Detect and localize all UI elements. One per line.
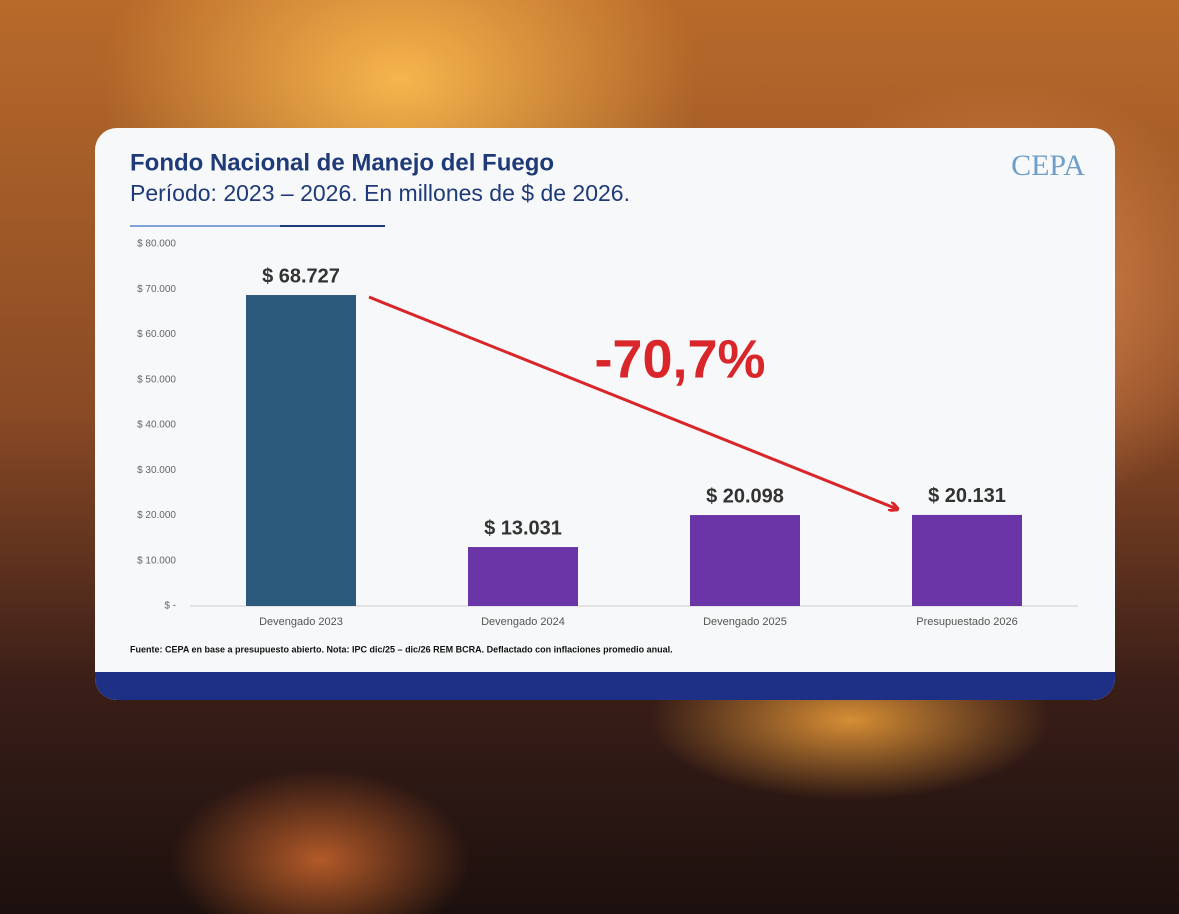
y-tick-label: $ 40.000 [137,420,176,431]
value-label: $ 20.131 [928,485,1006,507]
x-tick-label: Presupuestado 2026 [916,616,1018,628]
y-tick-label: $ 30.000 [137,465,176,476]
x-tick-label: Devengado 2024 [481,616,565,628]
value-label: $ 68.727 [262,265,340,287]
x-tick-label: Devengado 2023 [259,616,343,628]
y-tick-label: $ 60.000 [137,329,176,340]
bar [246,295,356,606]
annotation: -70,7% [594,329,765,389]
chart-subtitle: Período: 2023 – 2026. En millones de $ d… [130,180,630,206]
y-tick-label: $ - [164,601,176,612]
bar [690,515,800,606]
x-tick-label: Devengado 2025 [703,616,787,628]
chart-title: Fondo Nacional de Manejo del Fuego [130,149,554,176]
logo: CEPA [1011,149,1085,182]
footer-band [95,672,1115,700]
bar [912,514,1022,606]
y-tick-label: $ 50.000 [137,374,176,385]
trend-arrow [368,295,897,509]
value-label: $ 20.098 [706,485,784,507]
y-tick-label: $ 20.000 [137,510,176,521]
bar [468,547,578,606]
y-tick-label: $ 70.000 [137,284,176,295]
source-note: Fuente: CEPA en base a presupuesto abier… [130,644,673,654]
y-tick-label: $ 80.000 [137,239,176,250]
value-label: $ 13.031 [484,517,562,539]
y-tick-label: $ 10.000 [137,555,176,566]
